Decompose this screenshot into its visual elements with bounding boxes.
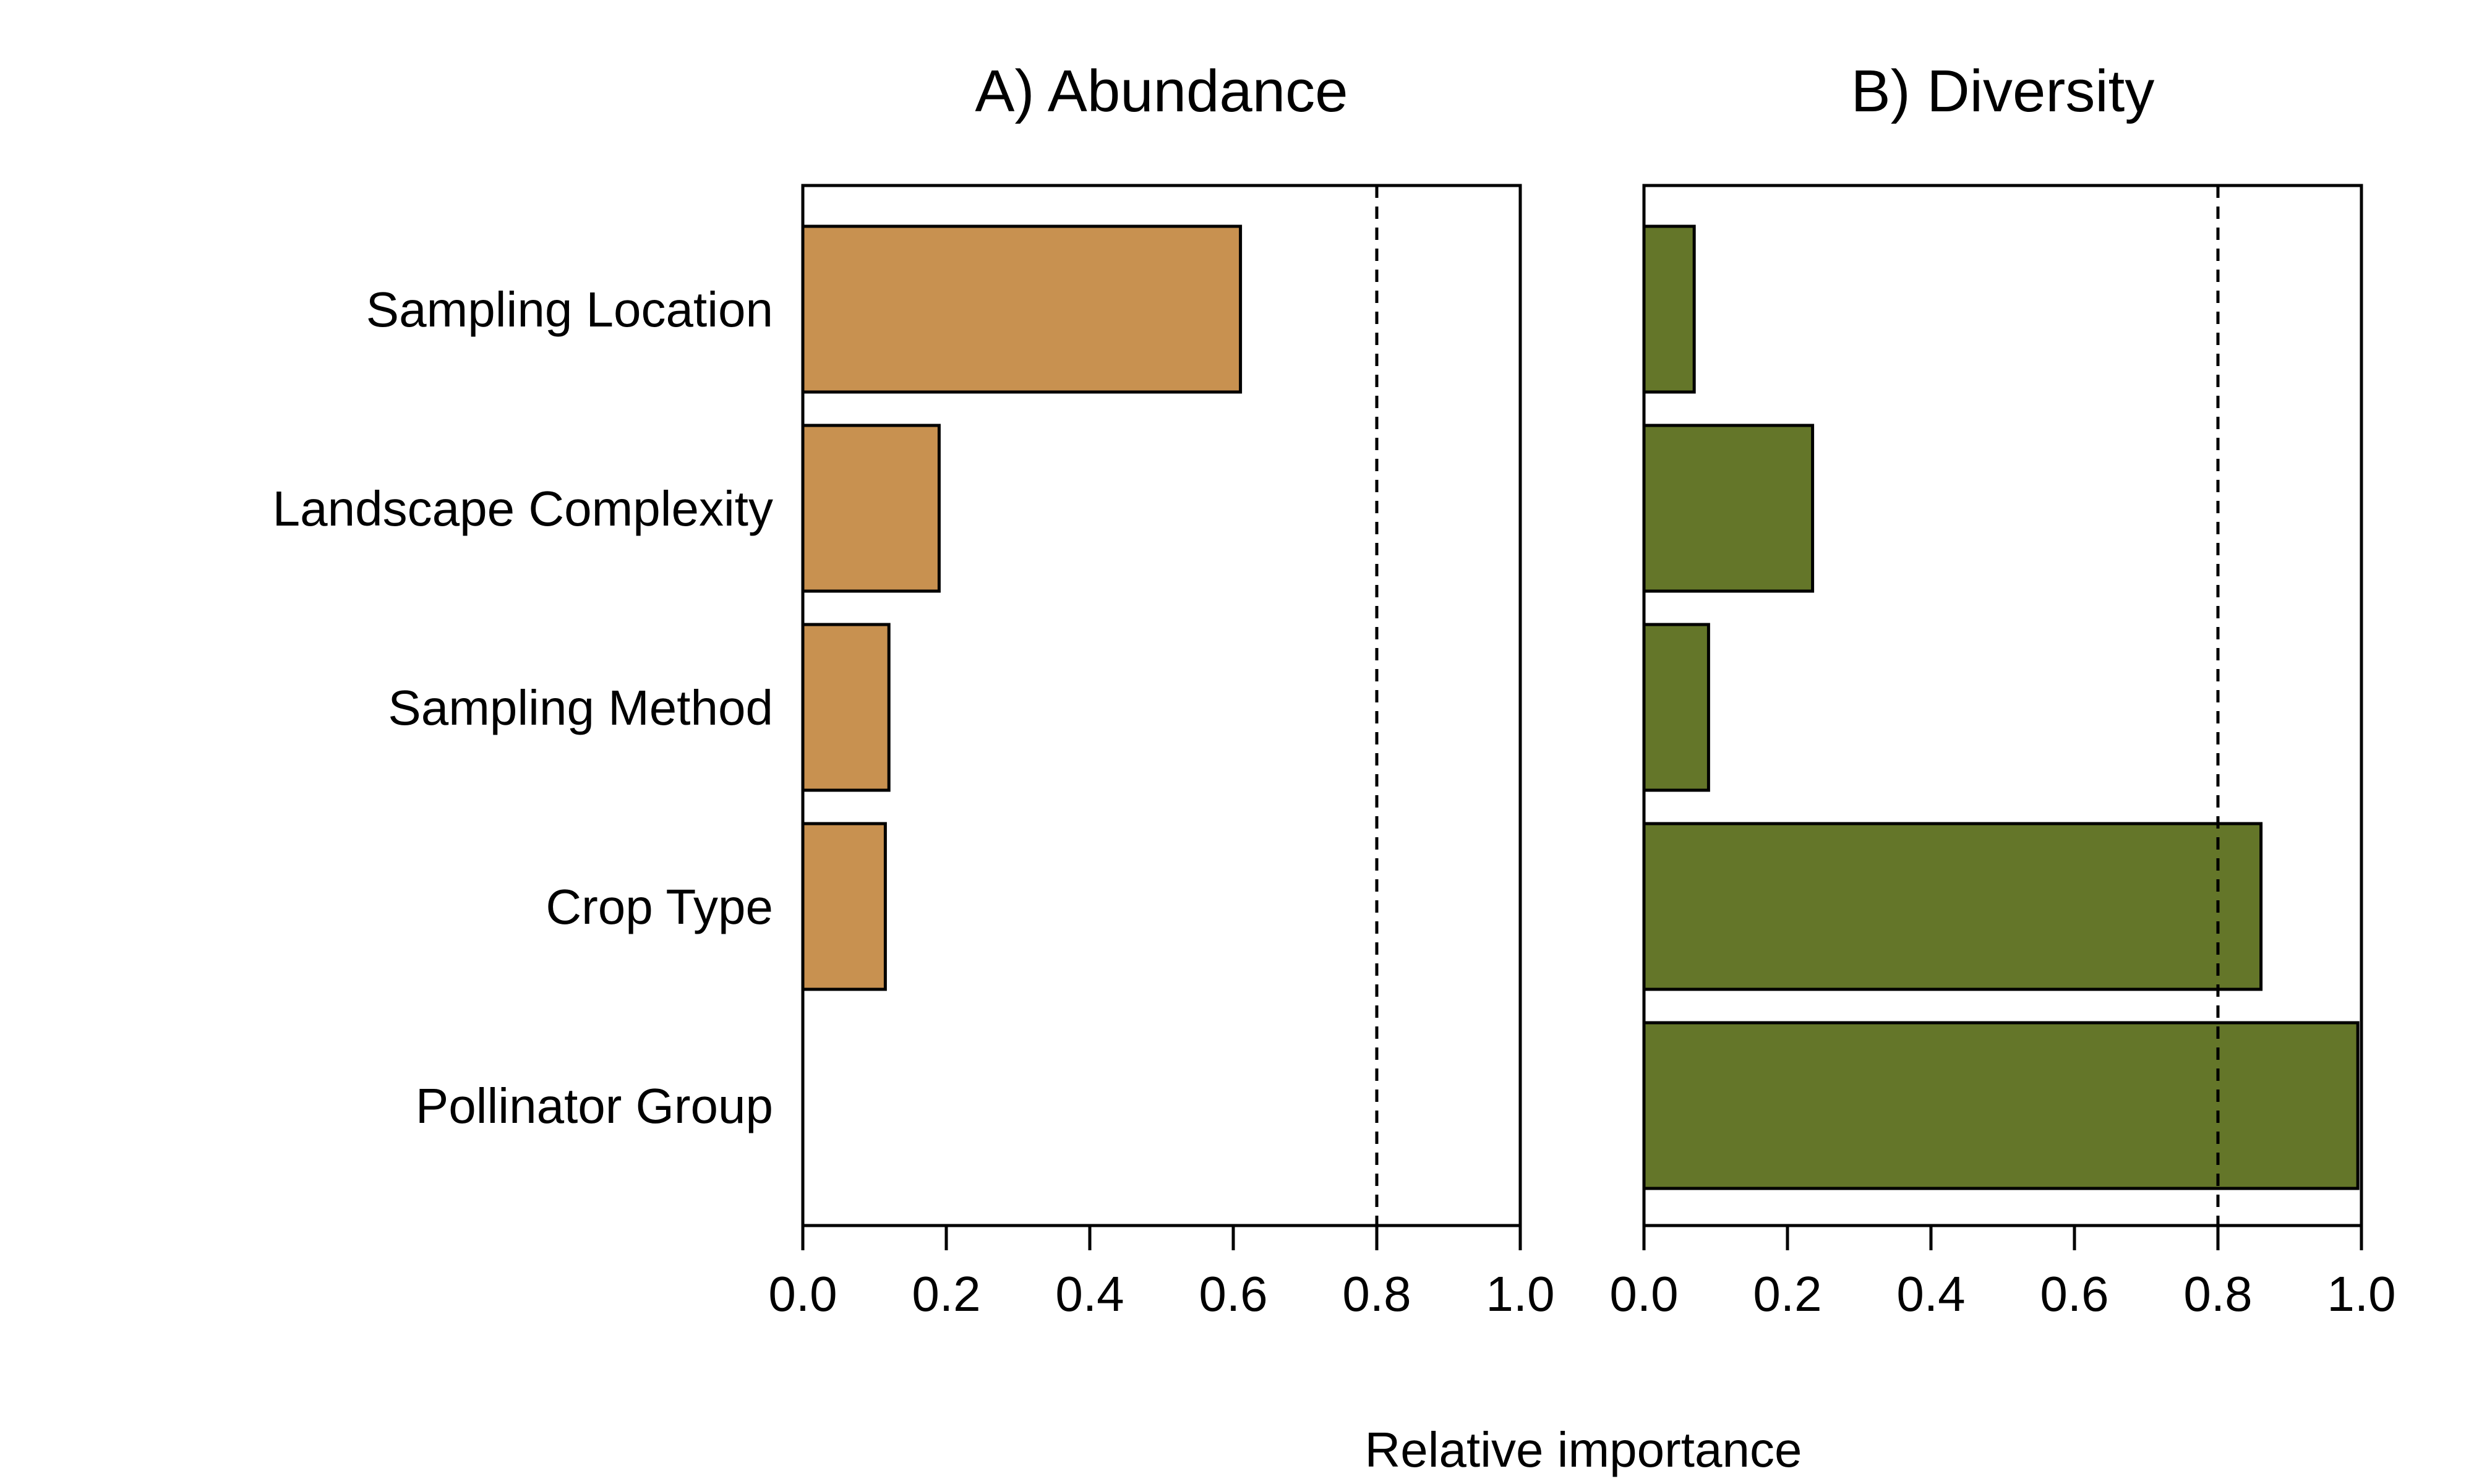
bar [1642,224,1696,394]
x-tick-label: 1.0 [2327,1266,2395,1321]
x-tick-label: 0.8 [1342,1266,1411,1321]
category-label: Sampling Method [388,680,773,735]
category-label: Crop Type [546,879,773,934]
bar [1642,623,1710,792]
x-tick-label: 0.0 [1609,1266,1678,1321]
category-label: Sampling Location [366,282,773,337]
bar [1642,424,1815,593]
panel-title: B) Diversity [1851,58,2155,124]
x-tick-label: 0.2 [1753,1266,1821,1321]
bar [801,224,1243,394]
category-label: Pollinator Group [416,1078,773,1133]
x-tick-label: 0.4 [1896,1266,1965,1321]
x-tick-label: 0.8 [2183,1266,2252,1321]
bar [1642,822,2263,991]
x-tick-label: 0.6 [1199,1266,1267,1321]
x-tick-label: 0.2 [912,1266,980,1321]
x-tick-label: 0.6 [2040,1266,2108,1321]
category-label: Landscape Complexity [273,481,773,536]
bar [801,822,887,991]
panel-title: A) Abundance [975,58,1348,124]
bar [801,424,941,593]
x-tick-label: 0.0 [768,1266,837,1321]
x-tick-label: 0.4 [1055,1266,1124,1321]
x-tick-label: 1.0 [1486,1266,1554,1321]
bar [801,623,891,792]
bar [1642,1021,2360,1190]
x-axis-title: Relative importance [1365,1422,1802,1477]
